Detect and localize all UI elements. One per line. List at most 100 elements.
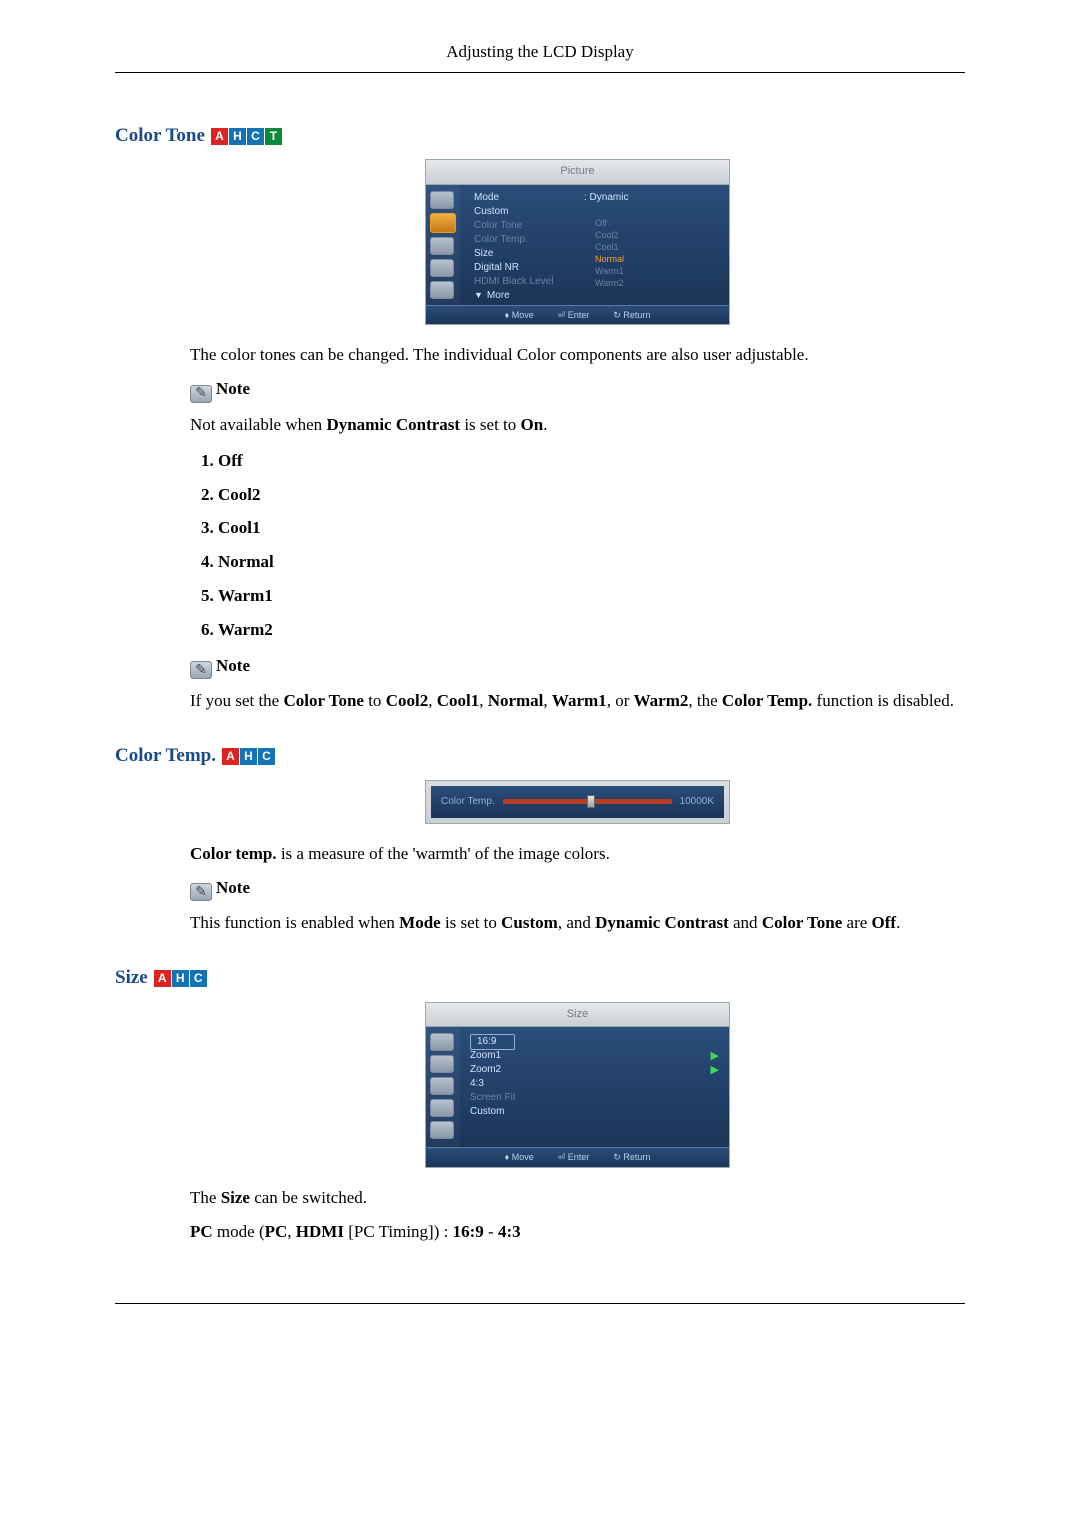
list-item: Warm1 — [218, 584, 965, 608]
note-label: Note — [216, 379, 250, 398]
osd-footer: ♦ Move ⏎ Enter ↻ Return — [426, 1147, 729, 1167]
size-modes: PC mode (PC, HDMI [PC Timing]) : 16:9 - … — [190, 1220, 965, 1244]
osd-footer-move: ♦ Move — [505, 309, 534, 322]
size-desc: The Size can be switched. — [190, 1186, 965, 1210]
osd-side-icon-selected — [430, 213, 456, 233]
osd-size-menu: Size 16:9 Zoom1▶ Zoom2▶ 4:3 Screen Fit C… — [425, 1002, 730, 1168]
osd-footer-return: ↻ Return — [613, 309, 650, 322]
osd-footer: ♦ Move ⏎ Enter ↻ Return — [426, 305, 729, 325]
note1-text: Not available when Dynamic Contrast is s… — [190, 413, 965, 437]
osd-title: Size — [426, 1003, 729, 1027]
osd-option: Off — [595, 217, 624, 229]
arrow-right-icon: ▶ — [711, 1063, 719, 1078]
badge-h-icon: H — [240, 748, 257, 765]
source-badges: A H C — [222, 748, 275, 765]
osd-side-icon — [430, 1033, 454, 1051]
note-icon: ✎ — [190, 661, 212, 679]
osd-title: Picture — [426, 160, 729, 184]
list-item: Warm2 — [218, 618, 965, 642]
section-title-text: Color Temp. — [115, 743, 216, 770]
arrow-down-icon: ▼ — [474, 289, 483, 302]
osd-row-label: Size — [474, 247, 584, 261]
color-tone-list: Off Cool2 Cool1 Normal Warm1 Warm2 — [218, 449, 965, 642]
slider-label: Color Temp. — [441, 795, 495, 809]
osd-main: Mode: Dynamic Custom Color Tone Color Te… — [460, 185, 729, 305]
note-label: Note — [216, 656, 250, 675]
list-item: Cool2 — [218, 483, 965, 507]
note-icon: ✎ — [190, 883, 212, 901]
badge-a-icon: A — [211, 128, 228, 145]
section-title-color-temp: Color Temp. A H C — [115, 743, 965, 770]
osd-option: Cool2 — [595, 229, 624, 241]
intro-text: The color tones can be changed. The indi… — [190, 343, 965, 367]
note-line: ✎Note — [190, 876, 965, 902]
osd-main: 16:9 Zoom1▶ Zoom2▶ 4:3 Screen Fit Custom — [460, 1027, 729, 1147]
note2-text: If you set the Color Tone to Cool2, Cool… — [190, 689, 965, 713]
slider-track[interactable] — [503, 799, 672, 804]
section-title-text: Color Tone — [115, 123, 205, 150]
osd-side-icon — [430, 259, 454, 277]
osd-options-list: Off Cool2 Cool1 Normal Warm1 Warm2 — [595, 217, 624, 289]
osd-row-label: Color Tone — [474, 219, 584, 233]
badge-c-icon: C — [247, 128, 264, 145]
osd-row-label: Custom — [474, 205, 584, 219]
badge-t-icon: T — [265, 128, 282, 145]
size-option: Zoom2 — [470, 1063, 501, 1077]
osd-footer-enter: ⏎ Enter — [558, 1151, 590, 1164]
source-badges: A H C T — [211, 128, 282, 145]
badge-c-icon: C — [258, 748, 275, 765]
note-text: This function is enabled when Mode is se… — [190, 911, 965, 935]
size-option: Zoom1 — [470, 1049, 501, 1063]
note-line: ✎Note — [190, 654, 965, 680]
osd-row-label: More — [487, 289, 597, 303]
osd-row-label: Digital NR — [474, 261, 584, 275]
desc-text: Color temp. is a measure of the 'warmth'… — [190, 842, 965, 866]
osd-footer-return: ↻ Return — [613, 1151, 650, 1164]
note-line: ✎Note — [190, 377, 965, 403]
osd-row-label: HDMI Black Level — [474, 275, 584, 289]
osd-sidebar — [426, 185, 460, 305]
badge-a-icon: A — [154, 970, 171, 987]
osd-sidebar — [426, 1027, 460, 1147]
osd-option: Warm2 — [595, 277, 624, 289]
osd-side-icon — [430, 1055, 454, 1073]
page-header: Adjusting the LCD Display — [115, 40, 965, 73]
badge-h-icon: H — [172, 970, 189, 987]
osd-side-icon — [430, 191, 454, 209]
osd-side-icon — [430, 1121, 454, 1139]
osd-row-label: Mode — [474, 191, 584, 205]
slider-value: 10000K — [680, 795, 714, 809]
badge-h-icon: H — [229, 128, 246, 145]
osd-side-icon — [430, 1077, 454, 1095]
osd-slider: Color Temp. 10000K — [425, 780, 730, 824]
osd-footer-move: ♦ Move — [505, 1151, 534, 1164]
badge-c-icon: C — [190, 970, 207, 987]
osd-picture-menu: Picture Mode: Dynamic Custom Color Tone … — [425, 159, 730, 325]
section-body-size: Size 16:9 Zoom1▶ Zoom2▶ 4:3 Screen Fit C… — [190, 1002, 965, 1244]
size-option-selected: 16:9 — [470, 1034, 515, 1050]
section-body-color-tone: Picture Mode: Dynamic Custom Color Tone … — [190, 159, 965, 713]
osd-row-value: : Dynamic — [584, 191, 628, 205]
slider-thumb[interactable] — [587, 795, 595, 808]
osd-side-icon — [430, 1099, 454, 1117]
size-option: Custom — [470, 1105, 504, 1119]
list-item: Normal — [218, 550, 965, 574]
footer-rule — [115, 1303, 965, 1304]
osd-footer-enter: ⏎ Enter — [558, 309, 590, 322]
size-option-dim: Screen Fit — [470, 1091, 516, 1105]
osd-option: Warm1 — [595, 265, 624, 277]
section-body-color-temp: Color Temp. 10000K Color temp. is a meas… — [190, 780, 965, 935]
list-item: Off — [218, 449, 965, 473]
section-title-text: Size — [115, 965, 148, 992]
section-title-color-tone: Color Tone A H C T — [115, 123, 965, 150]
note-label: Note — [216, 878, 250, 897]
osd-row-label: Color Temp. — [474, 233, 584, 247]
section-title-size: Size A H C — [115, 965, 965, 992]
list-item: Cool1 — [218, 516, 965, 540]
note-icon: ✎ — [190, 385, 212, 403]
osd-side-icon — [430, 237, 454, 255]
osd-option: Cool1 — [595, 241, 624, 253]
osd-option-selected: Normal — [595, 253, 624, 265]
osd-side-icon — [430, 281, 454, 299]
size-option: 4:3 — [470, 1077, 484, 1091]
